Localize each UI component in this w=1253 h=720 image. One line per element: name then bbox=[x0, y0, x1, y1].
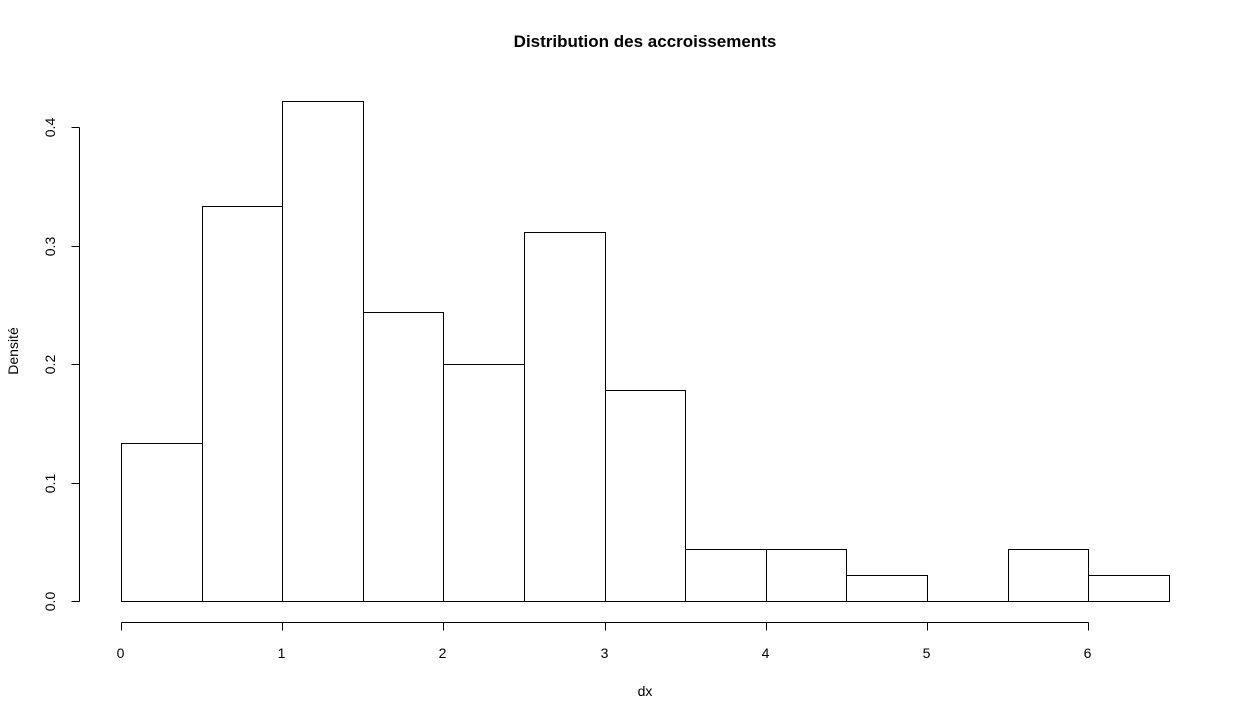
x-tick-label: 4 bbox=[762, 645, 770, 661]
histogram-bar bbox=[1008, 549, 1089, 602]
x-tick-label: 0 bbox=[117, 645, 125, 661]
histogram-bar bbox=[121, 443, 203, 602]
histogram-bar bbox=[202, 206, 283, 602]
histogram-bar bbox=[766, 549, 847, 602]
chart-title: Distribution des accroissements bbox=[514, 32, 777, 51]
x-tick-label: 6 bbox=[1084, 645, 1092, 661]
y-tick-label: 0.1 bbox=[42, 474, 58, 494]
y-tick-label: 0.0 bbox=[42, 592, 58, 612]
x-axis: 0 1 2 3 4 5 6 bbox=[117, 622, 1092, 661]
y-tick-label: 0.2 bbox=[42, 355, 58, 375]
histogram-bar bbox=[1088, 575, 1170, 602]
y-tick-label: 0.3 bbox=[42, 237, 58, 257]
x-tick-label: 5 bbox=[923, 645, 931, 661]
histogram-bar bbox=[282, 101, 364, 602]
histogram-bar bbox=[443, 364, 525, 602]
y-axis: 0.0 0.1 0.2 0.3 0.4 bbox=[42, 118, 80, 612]
histogram-bar bbox=[846, 575, 928, 602]
y-tick-label: 0.4 bbox=[42, 118, 58, 138]
x-tick-label: 1 bbox=[278, 645, 286, 661]
histogram-bar bbox=[605, 390, 686, 602]
y-axis-label: Densité bbox=[5, 327, 21, 375]
histogram-bar bbox=[363, 312, 444, 602]
histogram-bars bbox=[121, 101, 1170, 602]
x-tick-label: 2 bbox=[439, 645, 447, 661]
histogram-bar bbox=[524, 232, 606, 602]
histogram-bar bbox=[685, 549, 767, 602]
x-tick-label: 3 bbox=[601, 645, 609, 661]
x-axis-label: dx bbox=[638, 683, 653, 699]
